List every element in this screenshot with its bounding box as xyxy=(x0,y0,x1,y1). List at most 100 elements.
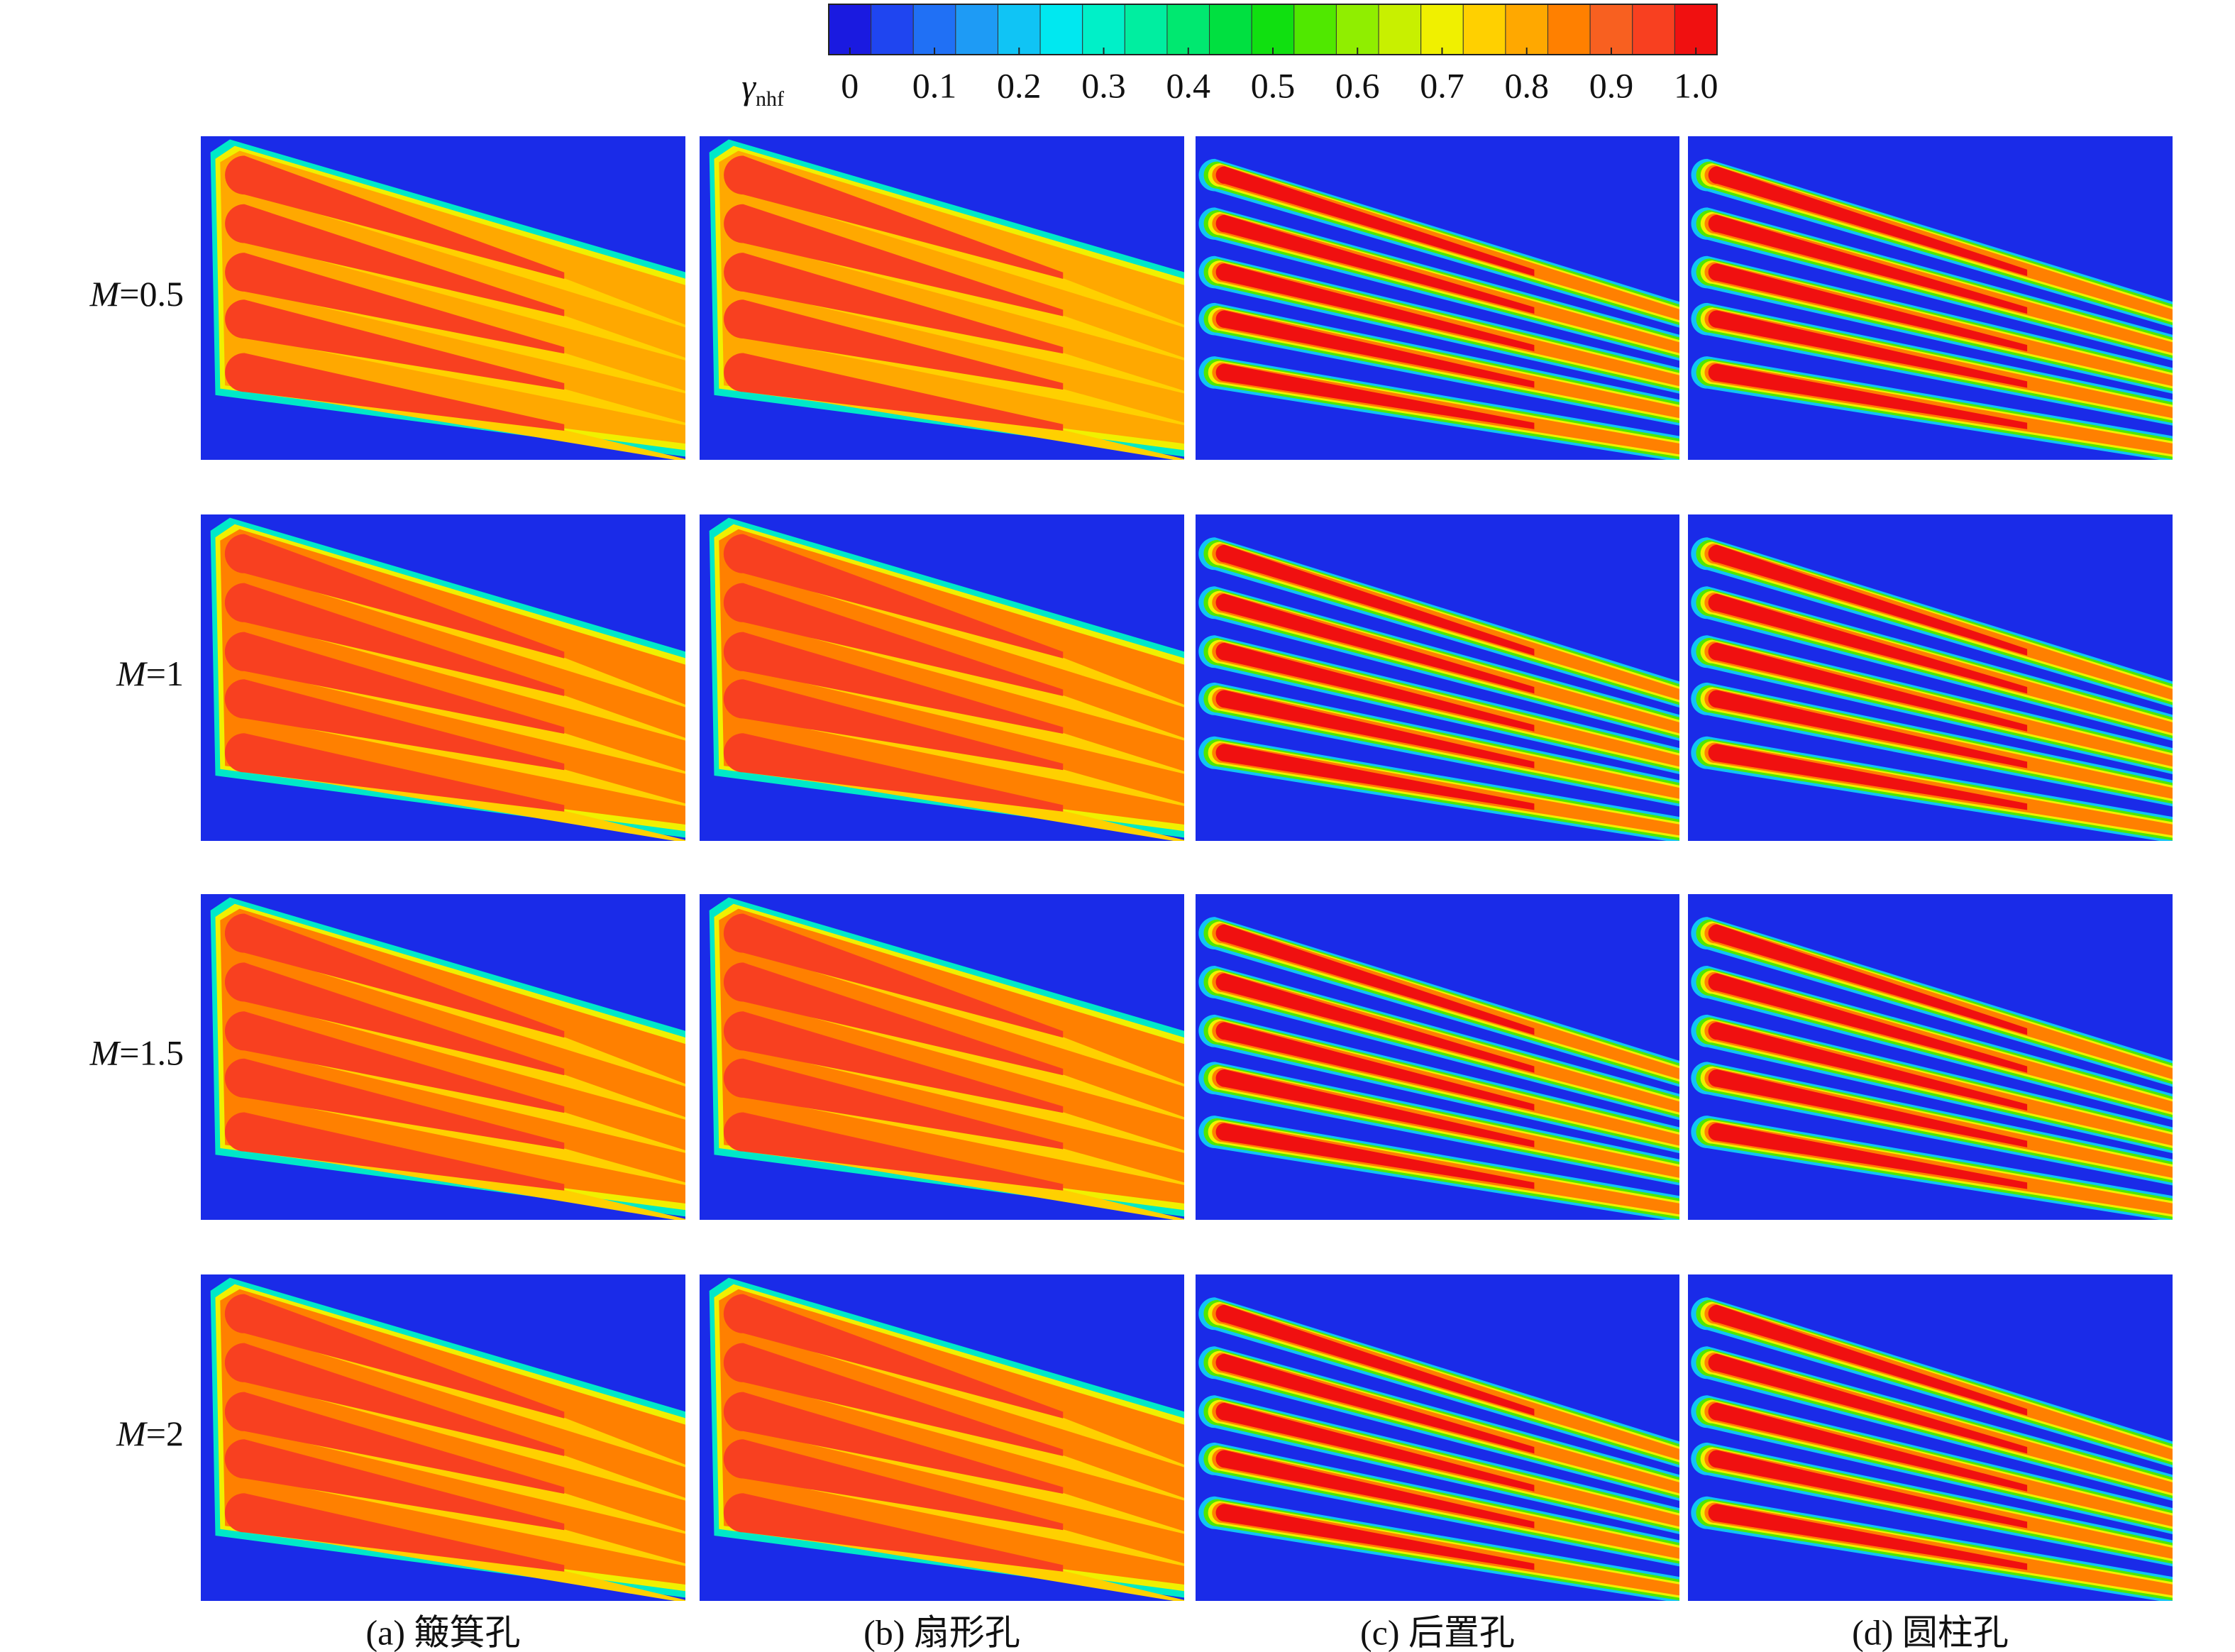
jet-layer xyxy=(723,1011,1064,1113)
jet-layer xyxy=(224,1439,565,1531)
colorbar-tick-label: 0.2 xyxy=(997,65,1042,105)
jet-layer xyxy=(1215,310,1535,388)
jet-layer xyxy=(1215,744,1535,810)
contour-panel xyxy=(700,894,1184,1220)
jet-layer xyxy=(225,299,565,390)
row-label: M=0.5 xyxy=(89,274,184,314)
colorbar-tick-label: 1.0 xyxy=(1674,65,1718,105)
film-envelope xyxy=(220,150,685,444)
contour-panel xyxy=(700,136,1184,460)
colorbar-swatch xyxy=(1378,4,1422,55)
column-label: (d) 圆柱孔 xyxy=(1852,1612,2009,1652)
jet-layer xyxy=(1708,642,2028,732)
colorbar-swatch xyxy=(955,4,998,55)
colorbar-tick-label: 0.9 xyxy=(1589,65,1634,105)
colorbar-tick-label: 0.5 xyxy=(1251,65,1296,105)
row-value: =1.5 xyxy=(119,1033,184,1073)
jet-layer xyxy=(224,534,565,659)
panel-body xyxy=(201,1274,685,1601)
colorbar-swatch xyxy=(1293,4,1337,55)
jet-layer xyxy=(224,1343,565,1456)
contour-panel xyxy=(1196,136,1679,460)
jet-layer xyxy=(224,1112,565,1191)
jet-layer xyxy=(225,155,565,279)
colorbar-swatch xyxy=(1166,4,1210,55)
colorbar-swatch xyxy=(1039,4,1083,55)
jet-layer xyxy=(1215,214,1535,314)
jet-layer xyxy=(225,353,565,431)
jet-layer xyxy=(224,733,565,812)
jet-layer xyxy=(1215,166,1535,277)
jet-layer xyxy=(1708,263,2028,352)
colorbar-swatch xyxy=(1505,4,1549,55)
jet-layer xyxy=(1215,1450,1535,1529)
film-envelope xyxy=(220,529,685,825)
colorbar-swatch xyxy=(1589,4,1633,55)
jet-layer xyxy=(1215,1402,1535,1492)
jet-layer xyxy=(1708,1304,2028,1416)
jet-layer xyxy=(1215,642,1535,732)
colorbar-swatch xyxy=(1082,4,1125,55)
jet-layer xyxy=(723,632,1064,734)
jet-layer xyxy=(224,679,565,771)
colorbar-swatch xyxy=(1462,4,1506,55)
colorbar-tick-label: 0.7 xyxy=(1420,65,1464,105)
panel-body xyxy=(201,136,685,460)
contour-panel xyxy=(201,514,685,841)
jet-layer xyxy=(224,1011,565,1113)
jet-layer xyxy=(224,1058,565,1150)
jet-layer xyxy=(723,1294,1064,1419)
column-label: (c) 后置孔 xyxy=(1360,1612,1515,1652)
jet-layer xyxy=(723,733,1064,812)
jet-layer xyxy=(1215,1304,1535,1416)
jet-layer xyxy=(1215,1504,1535,1570)
panel-body xyxy=(1196,1274,1679,1601)
contour-panel xyxy=(201,1274,685,1601)
jet-layer xyxy=(723,534,1064,659)
jet-layer xyxy=(1215,1022,1535,1111)
colorbar-tick-label: 0.4 xyxy=(1166,65,1211,105)
colorbar-swatch xyxy=(912,4,956,55)
panel-body xyxy=(700,1274,1184,1601)
contour-panel xyxy=(1688,894,2173,1220)
colorbar-swatch xyxy=(1251,4,1295,55)
jet-layer xyxy=(724,204,1064,316)
jet-layer xyxy=(1215,1123,1535,1189)
jet-layer xyxy=(1708,1504,2028,1570)
panel-body xyxy=(201,514,685,841)
film-envelope xyxy=(719,908,1184,1204)
panel-body xyxy=(1196,136,1679,460)
row-label: M=1 xyxy=(116,654,184,693)
jet-layer xyxy=(1215,1069,1535,1147)
jet-layer xyxy=(723,913,1064,1038)
panel-body xyxy=(1688,136,2173,460)
jet-layer xyxy=(1215,363,1535,429)
jet-layer xyxy=(225,253,565,354)
jet-layer xyxy=(1708,214,2028,314)
jet-layer xyxy=(1708,1450,2028,1529)
colorbar-tick-label: 0.8 xyxy=(1504,65,1549,105)
contour-panel xyxy=(1196,894,1679,1220)
contour-panel xyxy=(1196,1274,1679,1601)
colorbar-swatch xyxy=(1335,4,1379,55)
colorbar-swatch xyxy=(1420,4,1464,55)
jet-layer xyxy=(1708,1402,2028,1492)
contour-panel xyxy=(1688,514,2173,841)
colorbar-tick-label: 0.1 xyxy=(912,65,957,105)
jet-layer xyxy=(723,962,1064,1076)
jet-layer xyxy=(724,253,1064,354)
jet-layer xyxy=(1708,166,2028,277)
jet-layer xyxy=(723,1392,1064,1494)
film-envelope xyxy=(719,1289,1184,1585)
colorbar-symbol: γ xyxy=(741,67,756,106)
jet-layer xyxy=(724,299,1064,390)
colorbar-swatch xyxy=(1547,4,1591,55)
row-value: =0.5 xyxy=(119,274,184,314)
jet-layer xyxy=(723,1493,1064,1572)
column-label: (b) 扇形孔 xyxy=(863,1612,1020,1652)
panel-body xyxy=(1688,894,2173,1220)
colorbar-label: γnhf xyxy=(741,67,784,110)
film-envelope xyxy=(220,908,685,1204)
colorbar-swatch xyxy=(1674,4,1718,55)
jet-layer xyxy=(1215,973,1535,1073)
